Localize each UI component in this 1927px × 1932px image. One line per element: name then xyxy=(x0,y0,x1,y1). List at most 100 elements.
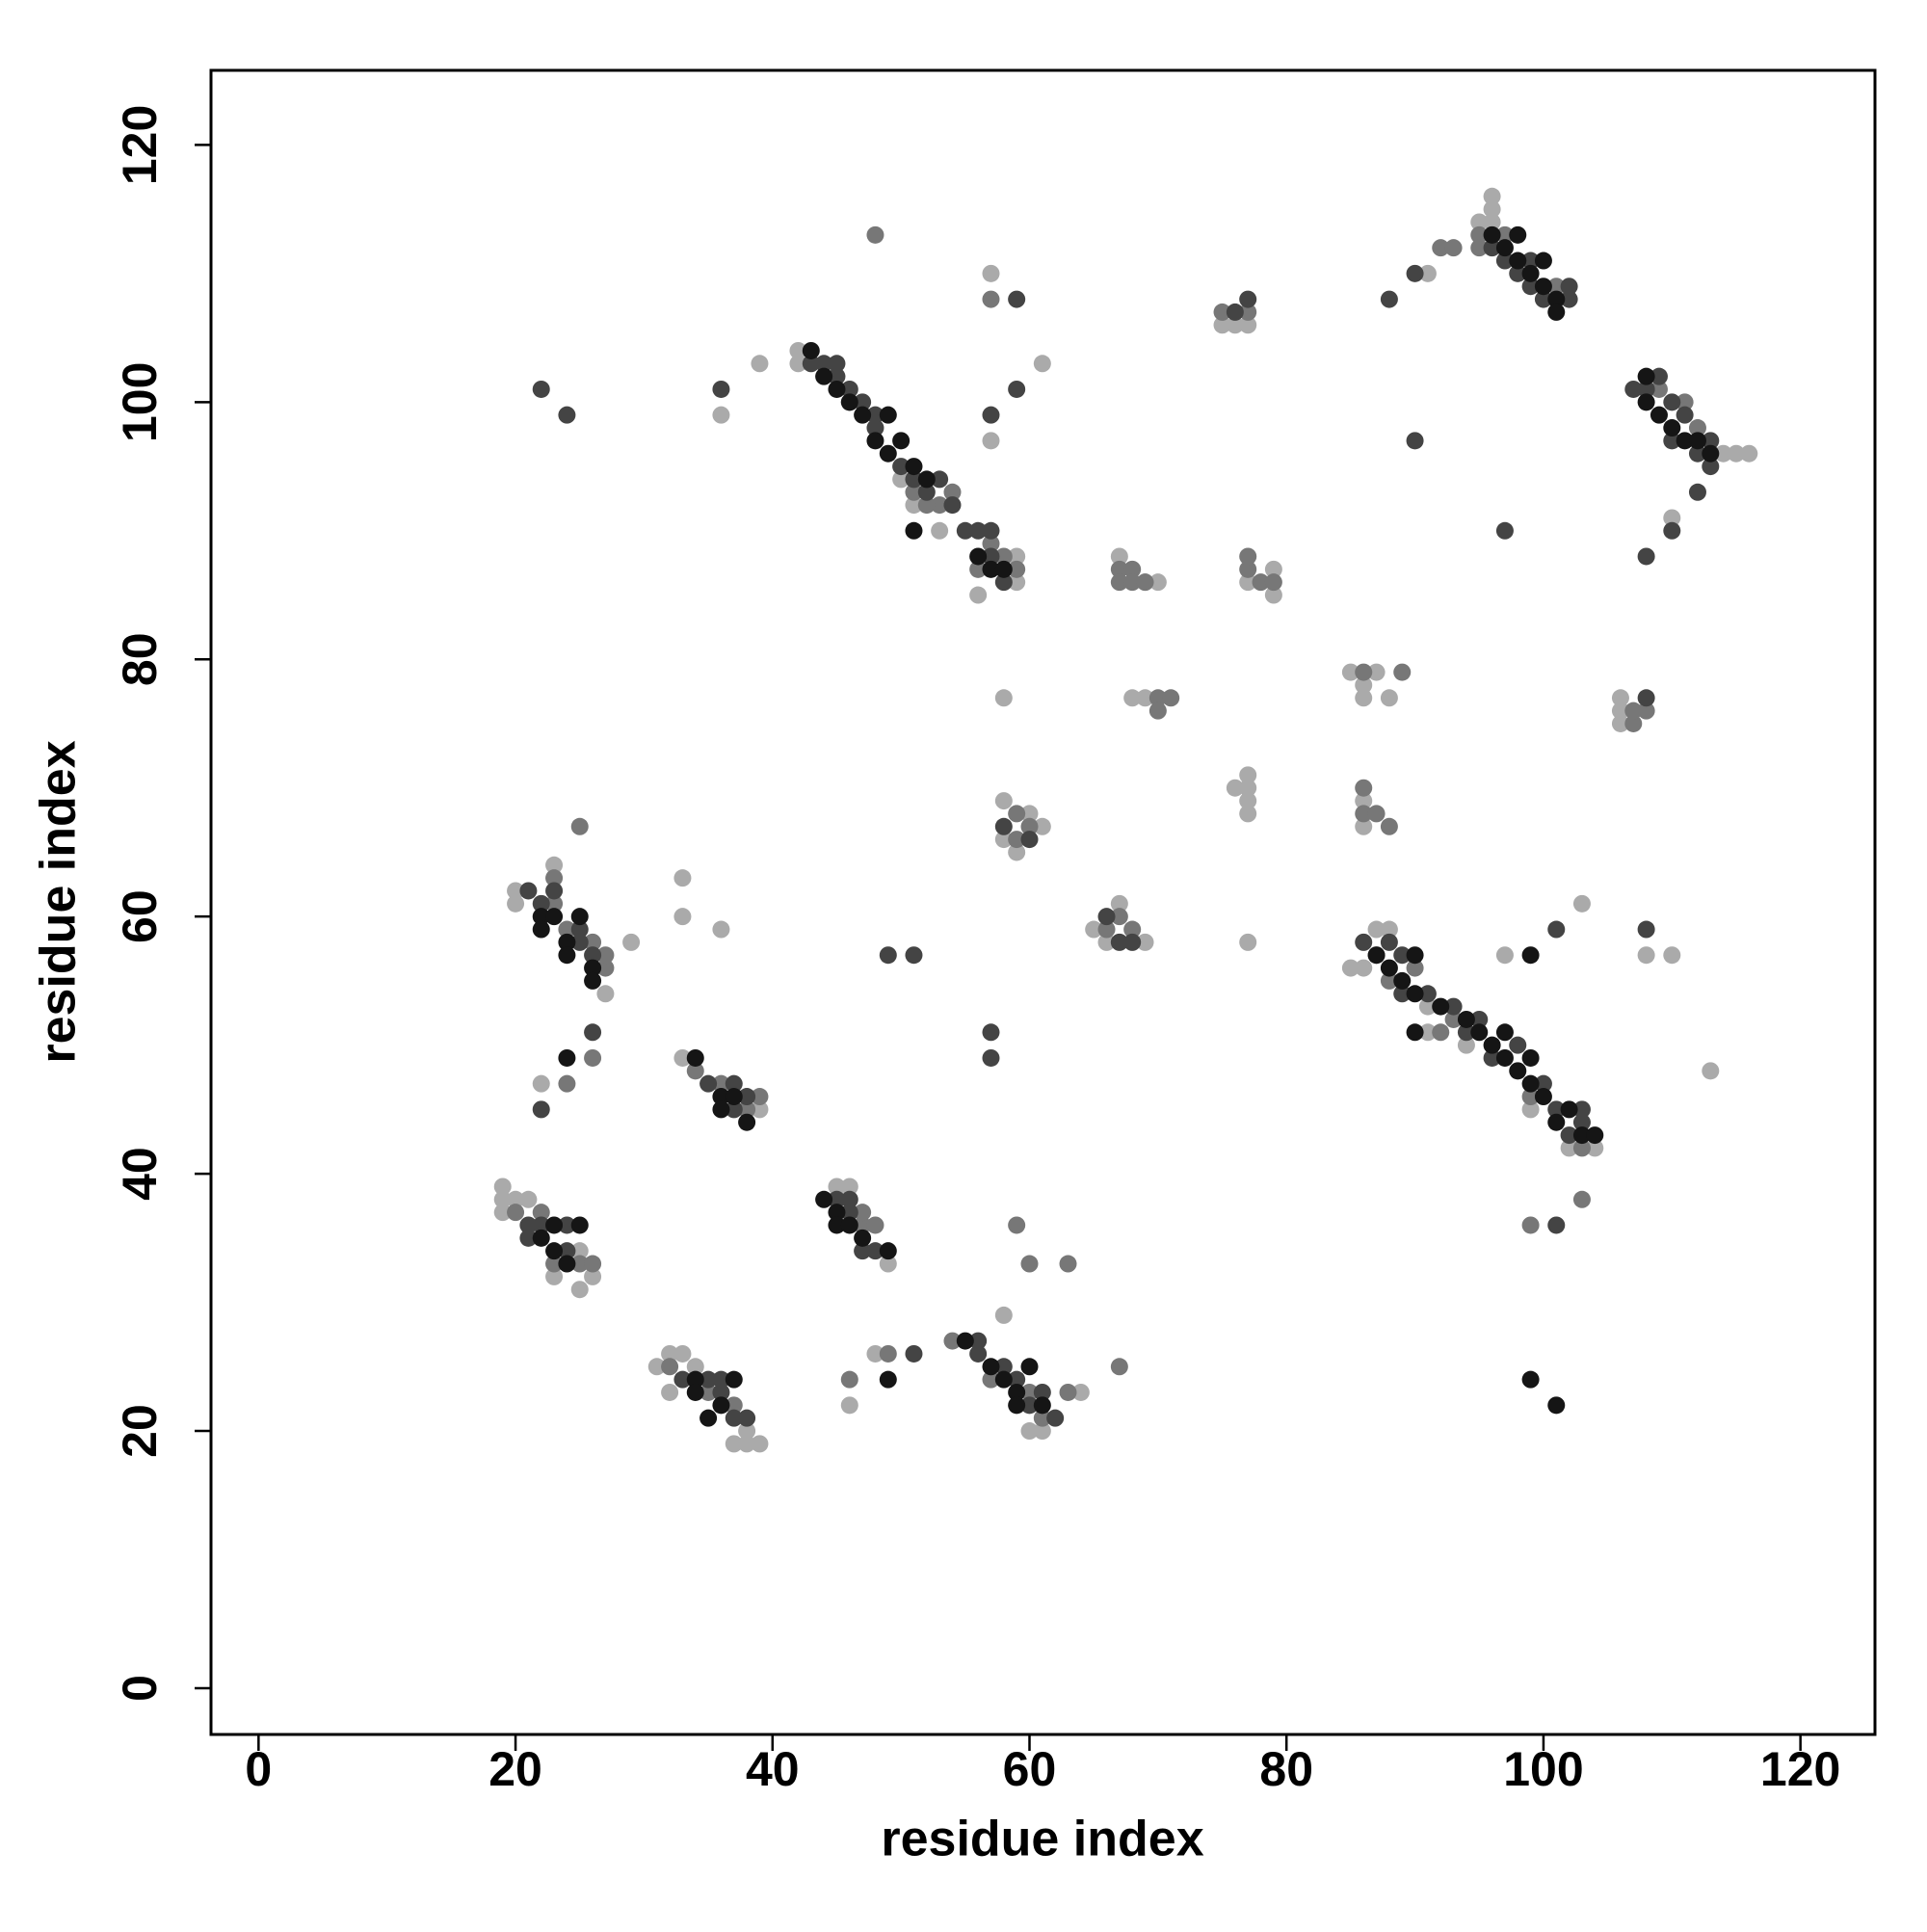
contact-point xyxy=(1406,946,1424,965)
contact-point xyxy=(1509,264,1527,282)
y-tick-label: 100 xyxy=(113,362,167,442)
contact-point xyxy=(1380,920,1398,939)
contact-point xyxy=(1008,1216,1026,1234)
contact-point xyxy=(1637,701,1655,720)
contact-point xyxy=(1123,573,1142,592)
contact-point xyxy=(1355,817,1373,835)
contact-point xyxy=(1033,1422,1051,1441)
contact-point xyxy=(558,406,576,424)
contact-point xyxy=(789,355,807,373)
contact-point xyxy=(994,1370,1013,1389)
contact-point xyxy=(1020,1255,1039,1273)
contact-point xyxy=(1688,432,1706,450)
contact-point xyxy=(1406,985,1424,1003)
contact-point xyxy=(1650,406,1668,424)
contact-point xyxy=(1239,805,1257,823)
contact-point xyxy=(1239,933,1257,951)
contact-point xyxy=(545,1255,564,1273)
contact-point xyxy=(1521,1074,1540,1093)
contact-point xyxy=(905,521,923,540)
contact-point xyxy=(725,1370,743,1389)
contact-point xyxy=(1380,817,1398,835)
contact-point xyxy=(1509,1062,1527,1080)
contact-point xyxy=(1637,946,1655,965)
contact-point xyxy=(1509,1036,1527,1054)
contact-point xyxy=(673,908,692,926)
contact-point xyxy=(994,792,1013,810)
contact-point xyxy=(1239,316,1257,334)
contact-point xyxy=(751,1088,769,1106)
contact-point xyxy=(1418,985,1437,1003)
contact-point xyxy=(1020,831,1039,849)
contact-point xyxy=(507,882,525,900)
contact-point xyxy=(1264,560,1282,578)
x-tick-label: 120 xyxy=(1760,1742,1840,1796)
contact-point xyxy=(866,1242,884,1260)
contact-point xyxy=(584,946,602,965)
contact-point xyxy=(840,1178,858,1196)
contact-point xyxy=(994,547,1013,566)
contact-point xyxy=(686,1383,704,1401)
contact-point xyxy=(738,1113,756,1131)
x-tick-label: 60 xyxy=(1003,1742,1057,1796)
contact-point xyxy=(1239,779,1257,797)
contact-point xyxy=(931,470,949,489)
contact-point xyxy=(1688,444,1706,463)
contact-point xyxy=(1355,933,1373,951)
contact-point xyxy=(1637,367,1655,385)
contact-point xyxy=(1483,1036,1501,1054)
contact-point xyxy=(982,264,1000,282)
contact-point xyxy=(1380,959,1398,977)
contact-point xyxy=(1033,1409,1051,1427)
contact-point xyxy=(1380,971,1398,990)
contact-point xyxy=(994,817,1013,835)
contact-point xyxy=(725,1088,743,1106)
contact-point xyxy=(815,367,833,385)
contact-point xyxy=(532,1100,550,1119)
x-tick-label: 20 xyxy=(488,1742,542,1796)
contact-point xyxy=(1624,701,1643,720)
contact-point xyxy=(1483,200,1501,219)
contact-point xyxy=(866,406,884,424)
contact-point xyxy=(982,535,1000,553)
contact-point xyxy=(1355,779,1373,797)
contact-point xyxy=(1239,766,1257,784)
contact-point xyxy=(1110,933,1128,951)
contact-point xyxy=(1380,689,1398,707)
contact-point xyxy=(840,1396,858,1415)
contact-point xyxy=(1008,1383,1026,1401)
contact-point xyxy=(519,882,538,900)
contact-point xyxy=(1239,303,1257,321)
contact-point xyxy=(1046,1409,1065,1427)
contact-point xyxy=(532,920,550,939)
contact-point xyxy=(931,521,949,540)
contact-point xyxy=(1110,1358,1128,1376)
contact-point xyxy=(1495,225,1514,244)
contact-point xyxy=(1560,1139,1578,1157)
contact-point xyxy=(879,1344,897,1363)
contact-point xyxy=(1059,1255,1077,1273)
contact-point xyxy=(1226,303,1244,321)
contact-point xyxy=(840,1204,858,1222)
contact-point xyxy=(712,1370,730,1389)
contact-point xyxy=(1457,1010,1475,1028)
contact-point xyxy=(1547,290,1566,308)
contact-point xyxy=(1123,933,1142,951)
contact-point xyxy=(879,1370,897,1389)
contact-point xyxy=(1483,225,1501,244)
contact-point xyxy=(879,946,897,965)
contact-point xyxy=(982,1370,1000,1389)
contact-point xyxy=(982,521,1000,540)
contact-point xyxy=(982,290,1000,308)
contact-point xyxy=(969,586,988,604)
contact-point xyxy=(1110,894,1128,913)
contact-point xyxy=(1702,1062,1720,1080)
contact-point xyxy=(866,225,884,244)
contact-point xyxy=(1033,817,1051,835)
contact-point xyxy=(725,1396,743,1415)
contact-point xyxy=(738,1435,756,1453)
contact-point xyxy=(1702,444,1720,463)
contact-point xyxy=(854,1204,872,1222)
contact-point xyxy=(686,1358,704,1376)
contact-point xyxy=(532,894,550,913)
